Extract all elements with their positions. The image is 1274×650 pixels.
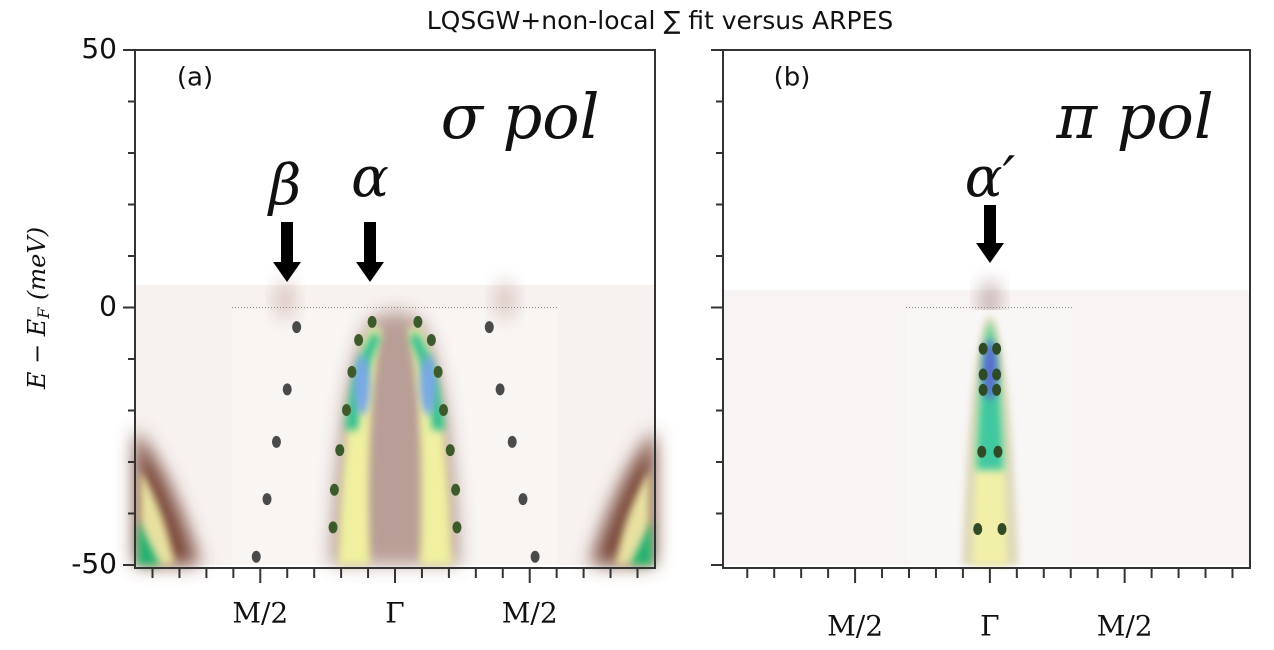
data-point [507,435,517,448]
data-point [451,483,461,496]
data-point [993,445,1003,458]
y-tick-label: 0 [99,290,117,323]
x-tick-label: Γ [385,597,404,630]
x-tick-label: M/2 [502,597,558,630]
data-point [452,521,462,534]
intensity-map-b [723,280,1250,565]
y-label-part: E − E [23,318,51,390]
data-point [367,315,377,328]
data-point [992,383,1002,396]
x-tick-label: M/2 [827,610,883,643]
data-point [426,333,436,346]
panel-label: (b) [774,63,811,93]
data-point [978,368,988,381]
y-axis-label: E − EF (meV) [23,227,53,390]
data-point [495,383,505,396]
x-tick-label: M/2 [1097,610,1153,643]
data-point [978,342,988,355]
figure-title: LQSGW+non-local ∑ fit versus ARPES [427,6,894,35]
data-point [328,521,338,534]
data-point [335,444,345,457]
data-point [342,403,352,416]
arrows [273,205,1004,282]
data-point [992,368,1002,381]
band-label: α′ [965,146,1016,211]
band-label: β [267,154,301,219]
polarization-label: π pol [1055,80,1213,153]
data-point [978,383,988,396]
panel-label: (a) [177,63,213,93]
data-point [992,342,1002,355]
data-point [997,522,1007,535]
data-point [413,315,423,328]
intensity-map-a [135,280,655,565]
data-point [292,321,302,334]
data-point [433,365,443,378]
y-tick-label: -50 [71,547,117,580]
data-point [347,365,357,378]
data-point [530,550,540,563]
y-label-subscript: F [34,307,53,320]
data-point [438,403,448,416]
data-point [977,445,987,458]
data-point [251,550,261,563]
data-point [282,383,292,396]
x-tick-label: Γ [980,610,999,643]
data-point [484,321,494,334]
data-point [445,444,455,457]
band-label: α [351,146,389,211]
x-tick-label: M/2 [232,597,288,630]
y-tick-label: 50 [81,32,117,65]
data-point [262,493,272,506]
data-point [354,333,364,346]
plot-frame [722,49,1251,569]
data-point [329,483,339,496]
polarization-label: σ pol [441,80,600,153]
data-point [973,522,983,535]
y-label-part: (meV) [23,227,51,308]
data-point [518,493,528,506]
data-point [271,435,281,448]
